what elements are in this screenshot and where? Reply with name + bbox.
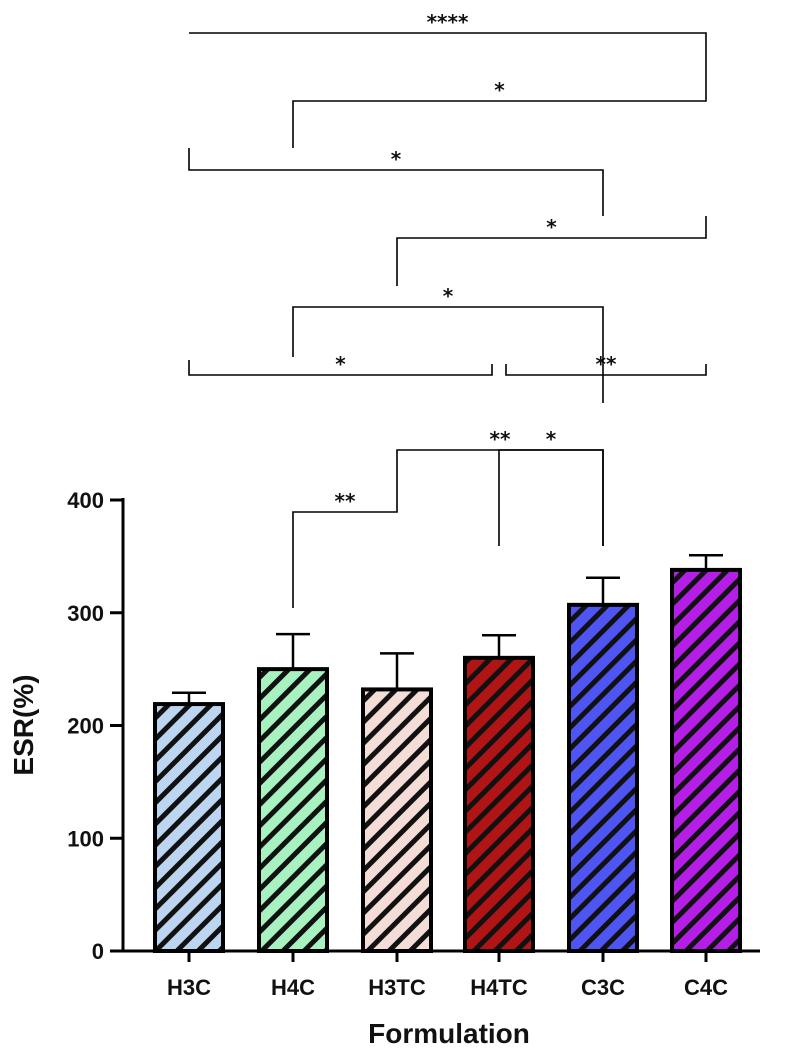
significance-label: ** bbox=[596, 352, 617, 376]
significance-label: **** bbox=[427, 10, 469, 34]
x-ticks-group: H3C H4C H3TC H4TC C3C C4C bbox=[167, 951, 728, 1000]
x-tick-label: H3TC bbox=[368, 975, 426, 1000]
significance-bracket: **** bbox=[189, 10, 707, 80]
y-tick-label: 400 bbox=[67, 488, 104, 513]
y-tick-label: 100 bbox=[67, 826, 104, 851]
error-bar-h4tc bbox=[482, 634, 516, 658]
x-tick-label: C4C bbox=[684, 975, 728, 1000]
significance-bracket: * bbox=[188, 147, 604, 216]
error-bars-group bbox=[172, 553, 723, 705]
x-tick-label: C3C bbox=[581, 975, 625, 1000]
error-bar-c3c bbox=[586, 576, 620, 605]
significance-bracket: ** bbox=[396, 427, 604, 546]
significance-label: ** bbox=[490, 427, 511, 451]
significance-bracket: * bbox=[396, 215, 707, 286]
bars-group bbox=[153, 567, 742, 954]
significance-brackets-group: ****** ********** bbox=[188, 10, 707, 608]
error-bar-h3c bbox=[172, 691, 206, 705]
bar-h4tc bbox=[463, 655, 535, 953]
significance-bracket: * bbox=[292, 284, 604, 403]
y-axis-title: ESR(%) bbox=[8, 674, 39, 775]
significance-bracket: ** bbox=[292, 485, 398, 608]
bar-h4c bbox=[257, 667, 329, 953]
bar-c3c bbox=[567, 602, 639, 953]
x-axis-title: Formulation bbox=[368, 1018, 530, 1049]
bar-c4c bbox=[670, 567, 742, 954]
significance-label: * bbox=[494, 78, 505, 102]
significance-label: * bbox=[546, 427, 557, 451]
significance-label: * bbox=[391, 147, 402, 171]
error-bar-c4c bbox=[689, 553, 723, 570]
y-tick-label: 200 bbox=[67, 714, 104, 739]
significance-bracket: ** bbox=[505, 352, 707, 376]
significance-bracket: * bbox=[498, 427, 604, 546]
bar-h3c bbox=[153, 702, 225, 954]
significance-label: * bbox=[546, 215, 557, 239]
x-tick-label: H3C bbox=[167, 975, 211, 1000]
y-ticks-group: 0 100 200 300 400 bbox=[67, 488, 123, 964]
significance-label: ** bbox=[335, 489, 356, 513]
error-bar-h4c bbox=[276, 632, 310, 670]
significance-bracket: * bbox=[188, 352, 493, 376]
bar-h3tc bbox=[361, 687, 433, 953]
significance-label: * bbox=[335, 352, 346, 376]
significance-label: * bbox=[443, 284, 454, 308]
y-tick-label: 300 bbox=[67, 601, 104, 626]
x-tick-label: H4C bbox=[271, 975, 315, 1000]
error-bar-h3tc bbox=[380, 652, 414, 690]
y-tick-label: 0 bbox=[92, 939, 104, 964]
significance-bracket: * bbox=[292, 78, 707, 148]
x-tick-label: H4TC bbox=[470, 975, 528, 1000]
